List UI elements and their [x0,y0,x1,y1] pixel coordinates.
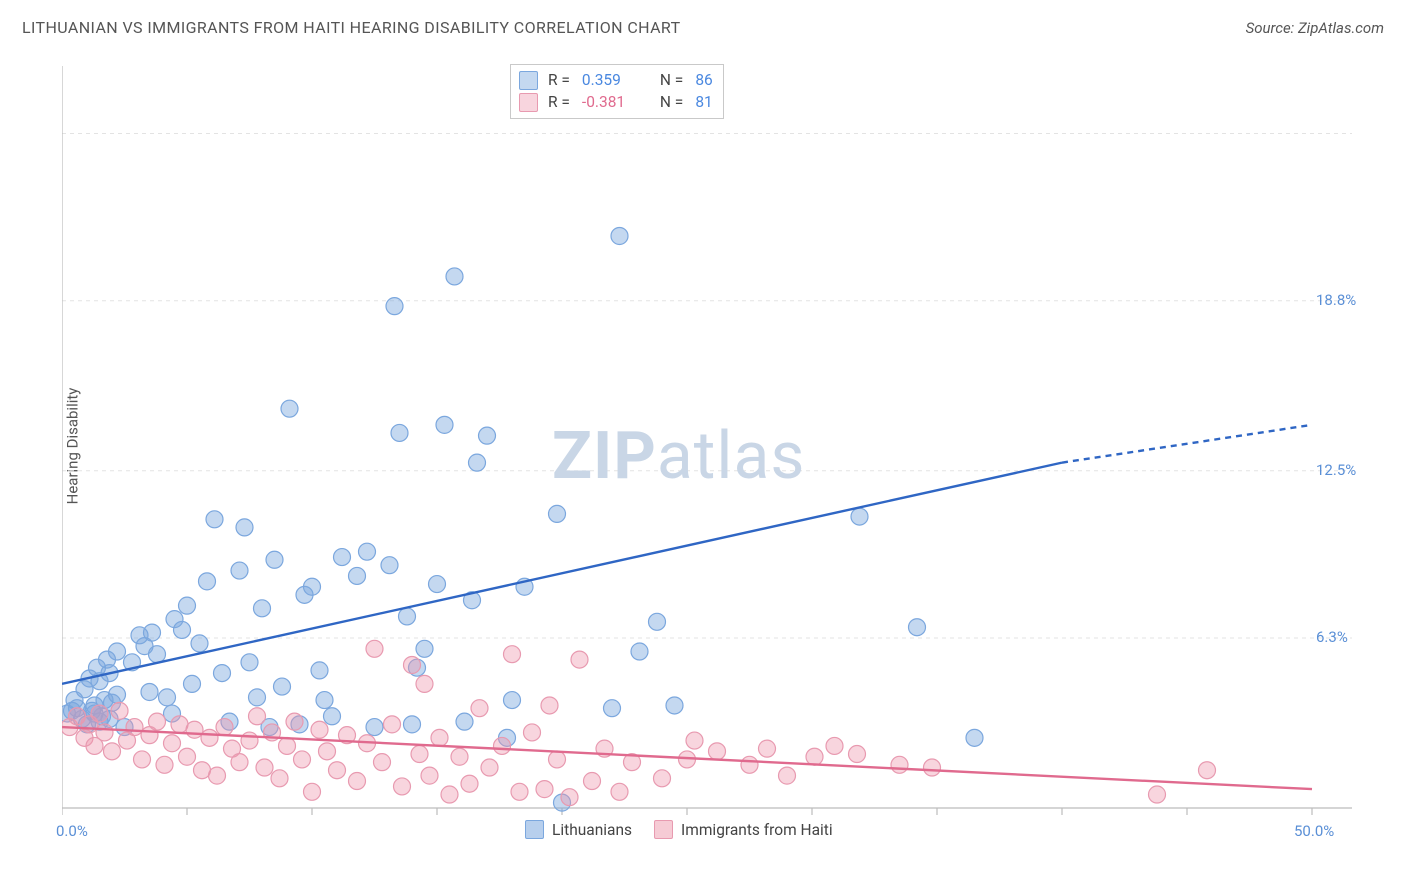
correlation-legend: R =0.359N =86R =-0.381N =81 [510,64,724,119]
legend-series-item: Immigrants from Haiti [654,820,833,839]
chart-title: LITHUANIAN VS IMMIGRANTS FROM HAITI HEAR… [22,18,681,37]
source-label: Source: ZipAtlas.com [1246,19,1384,37]
series-legend: Lithuanians Immigrants from Haiti [525,820,833,839]
x-tick-label: 0.0% [56,822,88,840]
chart-plot: ZIPatlas R =0.359N =86R =-0.381N =81 6.3… [62,60,1358,830]
x-tick-label: 50.0% [1294,822,1334,840]
legend-correlation-row: R =0.359N =86 [519,69,713,91]
y-tick-label: 18.8% [1316,291,1356,309]
chart-header: LITHUANIAN VS IMMIGRANTS FROM HAITI HEAR… [22,18,1384,37]
y-tick-label: 12.5% [1316,461,1356,479]
y-tick-label: 6.3% [1316,628,1348,646]
chart-svg [62,60,1358,830]
legend-correlation-row: R =-0.381N =81 [519,91,713,113]
legend-series-item: Lithuanians [525,820,632,839]
